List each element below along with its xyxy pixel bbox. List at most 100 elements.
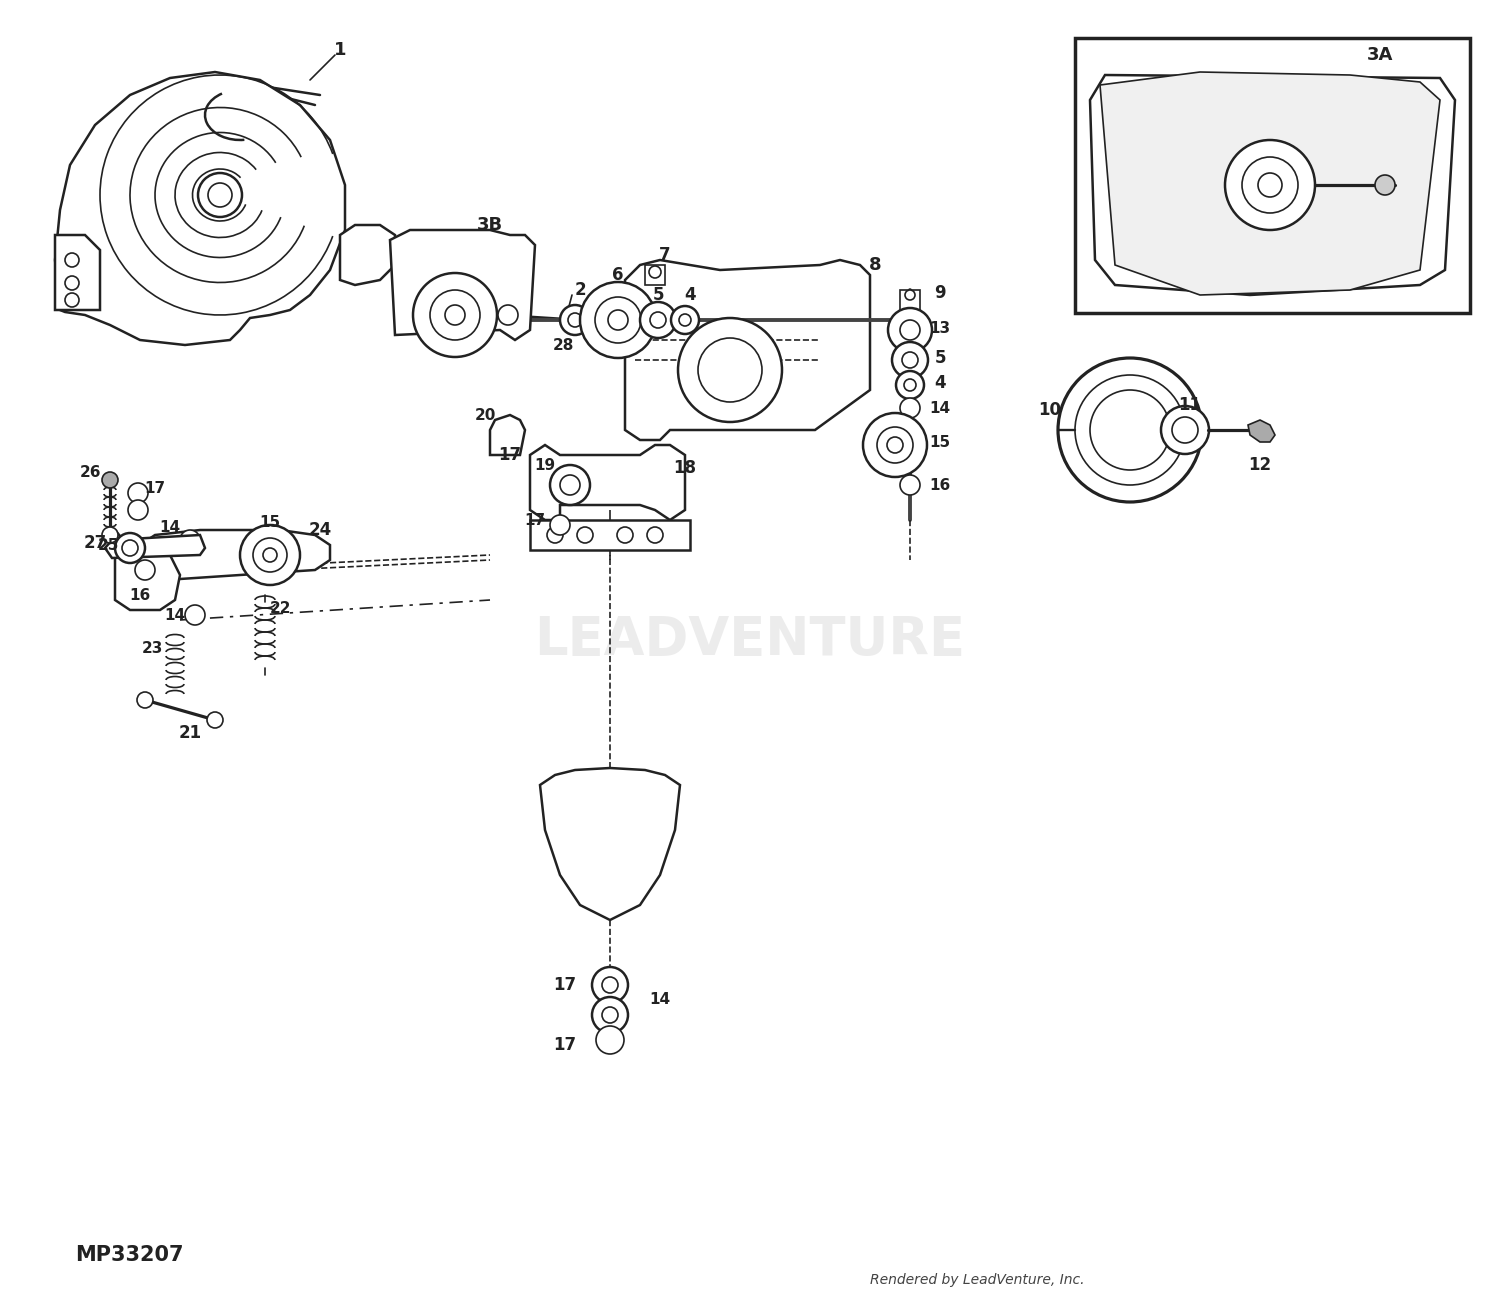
Text: 17: 17 bbox=[525, 513, 546, 527]
Circle shape bbox=[680, 314, 692, 326]
Polygon shape bbox=[340, 225, 394, 286]
Circle shape bbox=[64, 293, 80, 307]
Circle shape bbox=[498, 305, 517, 326]
Text: 11: 11 bbox=[1179, 397, 1202, 413]
Circle shape bbox=[602, 1006, 618, 1023]
Text: 17: 17 bbox=[498, 446, 522, 464]
Circle shape bbox=[580, 282, 656, 358]
Polygon shape bbox=[530, 519, 690, 550]
Circle shape bbox=[670, 306, 699, 335]
Text: 20: 20 bbox=[474, 407, 495, 422]
Circle shape bbox=[646, 527, 663, 543]
Text: 15: 15 bbox=[260, 514, 280, 530]
Polygon shape bbox=[140, 530, 330, 580]
Text: 1: 1 bbox=[334, 41, 346, 59]
Polygon shape bbox=[105, 535, 206, 558]
Text: 7: 7 bbox=[658, 245, 670, 264]
Text: 4: 4 bbox=[684, 286, 696, 304]
Text: 14: 14 bbox=[650, 992, 670, 1008]
Circle shape bbox=[592, 966, 628, 1003]
Circle shape bbox=[1172, 417, 1198, 443]
Text: 13: 13 bbox=[930, 320, 951, 336]
Circle shape bbox=[262, 548, 278, 562]
Text: 23: 23 bbox=[141, 641, 162, 655]
Circle shape bbox=[888, 307, 932, 351]
Circle shape bbox=[1376, 174, 1395, 195]
Circle shape bbox=[128, 500, 148, 519]
Circle shape bbox=[128, 483, 148, 503]
Text: 9: 9 bbox=[934, 284, 946, 302]
Text: 22: 22 bbox=[270, 601, 291, 615]
Circle shape bbox=[64, 276, 80, 289]
Polygon shape bbox=[390, 230, 536, 340]
Circle shape bbox=[413, 273, 497, 357]
Text: 14: 14 bbox=[165, 607, 186, 623]
Circle shape bbox=[135, 559, 154, 580]
Circle shape bbox=[892, 342, 928, 379]
Circle shape bbox=[904, 379, 916, 391]
Circle shape bbox=[136, 693, 153, 708]
Circle shape bbox=[900, 320, 920, 340]
Circle shape bbox=[560, 305, 590, 335]
Circle shape bbox=[198, 173, 242, 217]
Circle shape bbox=[862, 413, 927, 477]
Circle shape bbox=[254, 537, 286, 572]
Circle shape bbox=[878, 426, 914, 463]
Text: 5: 5 bbox=[934, 349, 946, 367]
Circle shape bbox=[184, 605, 206, 625]
Text: 16: 16 bbox=[930, 478, 951, 492]
Circle shape bbox=[886, 437, 903, 453]
Text: 5: 5 bbox=[652, 286, 664, 304]
Circle shape bbox=[122, 540, 138, 556]
Text: 3B: 3B bbox=[477, 216, 502, 234]
Circle shape bbox=[896, 371, 924, 399]
Circle shape bbox=[550, 516, 570, 535]
Text: 8: 8 bbox=[868, 256, 882, 274]
Circle shape bbox=[446, 305, 465, 326]
Circle shape bbox=[900, 475, 920, 495]
Circle shape bbox=[578, 527, 592, 543]
Circle shape bbox=[180, 530, 200, 550]
Text: 14: 14 bbox=[159, 519, 180, 535]
Text: 17: 17 bbox=[554, 975, 576, 994]
Circle shape bbox=[550, 465, 590, 505]
Circle shape bbox=[1076, 375, 1185, 484]
Polygon shape bbox=[900, 289, 920, 310]
Text: 16: 16 bbox=[129, 588, 150, 602]
Circle shape bbox=[568, 313, 582, 327]
Text: 26: 26 bbox=[80, 465, 100, 479]
Circle shape bbox=[616, 527, 633, 543]
Circle shape bbox=[240, 525, 300, 585]
Text: 24: 24 bbox=[309, 521, 332, 539]
Circle shape bbox=[650, 311, 666, 328]
Circle shape bbox=[900, 398, 920, 419]
Circle shape bbox=[596, 1026, 624, 1054]
Text: 10: 10 bbox=[1038, 401, 1062, 419]
Text: MP33207: MP33207 bbox=[75, 1245, 183, 1265]
Text: 25: 25 bbox=[98, 537, 118, 553]
Circle shape bbox=[1090, 390, 1170, 470]
Circle shape bbox=[698, 339, 762, 402]
Circle shape bbox=[430, 289, 480, 340]
Circle shape bbox=[1242, 158, 1298, 213]
Polygon shape bbox=[540, 767, 680, 920]
Circle shape bbox=[207, 712, 224, 727]
Circle shape bbox=[209, 183, 232, 207]
Text: 4: 4 bbox=[934, 373, 946, 391]
Circle shape bbox=[64, 253, 80, 267]
Text: 21: 21 bbox=[178, 724, 201, 742]
Text: 18: 18 bbox=[674, 459, 696, 477]
Circle shape bbox=[596, 297, 640, 342]
Polygon shape bbox=[116, 530, 180, 610]
Circle shape bbox=[902, 351, 918, 368]
Text: LEADVENTURE: LEADVENTURE bbox=[534, 614, 966, 665]
Polygon shape bbox=[645, 265, 664, 286]
Polygon shape bbox=[490, 415, 525, 455]
Polygon shape bbox=[1248, 420, 1275, 442]
Circle shape bbox=[116, 534, 146, 563]
Text: 28: 28 bbox=[552, 337, 573, 353]
Text: Rendered by LeadVenture, Inc.: Rendered by LeadVenture, Inc. bbox=[870, 1273, 1084, 1287]
Circle shape bbox=[1161, 406, 1209, 453]
Text: 12: 12 bbox=[1248, 456, 1272, 474]
Circle shape bbox=[102, 527, 118, 543]
